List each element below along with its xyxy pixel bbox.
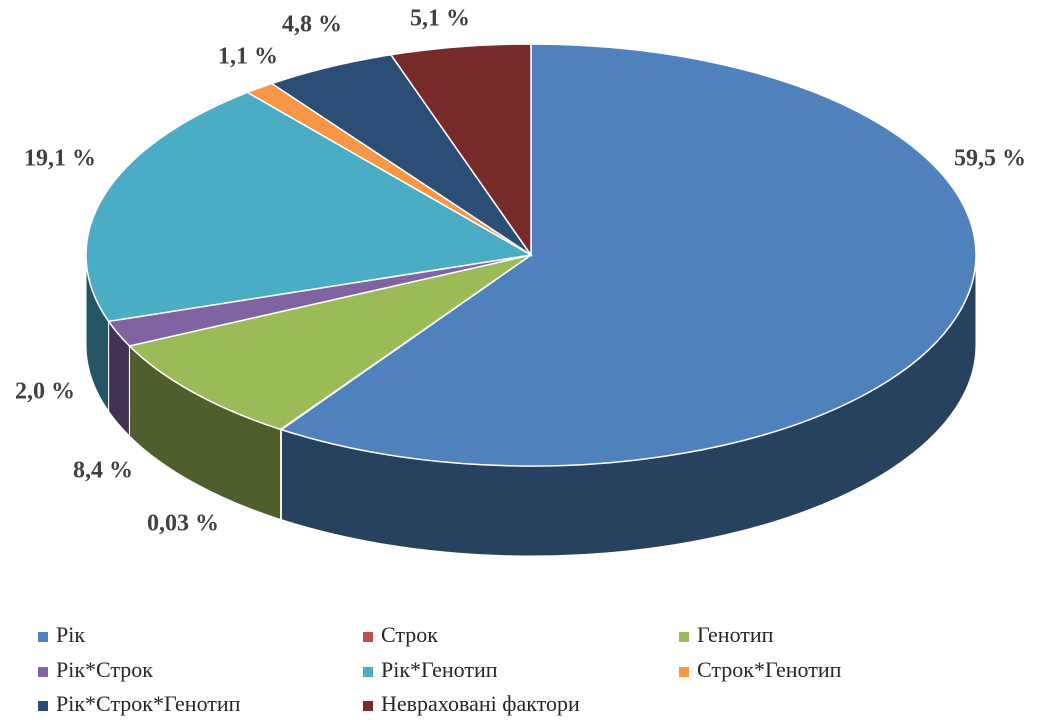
- legend-marker: [679, 667, 689, 677]
- legend-label: Рік*Строк: [56, 657, 153, 682]
- data-label: 2,0 %: [15, 379, 75, 405]
- data-label: 59,5 %: [954, 146, 1026, 172]
- slice: [127, 254, 532, 431]
- legend-label: Рік*Строк*Генотип: [56, 691, 241, 716]
- legend-marker: [679, 632, 689, 642]
- slice: [85, 91, 534, 323]
- legend-marker: [363, 632, 373, 642]
- legend-marker: [363, 701, 373, 711]
- slice: [279, 43, 977, 467]
- legend-label: Невраховані фактори: [381, 691, 580, 716]
- data-label: 0,03 %: [147, 511, 219, 537]
- data-label: 1,1 %: [218, 44, 278, 70]
- legend-label: Строк: [381, 622, 438, 647]
- legend-label: Рік*Генотип: [381, 657, 498, 682]
- data-label: 4,8 %: [282, 12, 342, 38]
- data-label: 5,1 %: [410, 6, 470, 32]
- legend-marker: [38, 701, 48, 711]
- slice: [389, 43, 532, 258]
- legend-marker: [363, 667, 373, 677]
- legend-marker: [38, 667, 48, 677]
- legend-marker: [38, 632, 48, 642]
- data-label: 19,1 %: [24, 146, 96, 172]
- legend-label: Рік: [56, 622, 85, 647]
- legend-label: Генотип: [697, 622, 774, 647]
- data-label: 8,4 %: [73, 458, 133, 484]
- legend-label: Строк*Генотип: [697, 657, 842, 682]
